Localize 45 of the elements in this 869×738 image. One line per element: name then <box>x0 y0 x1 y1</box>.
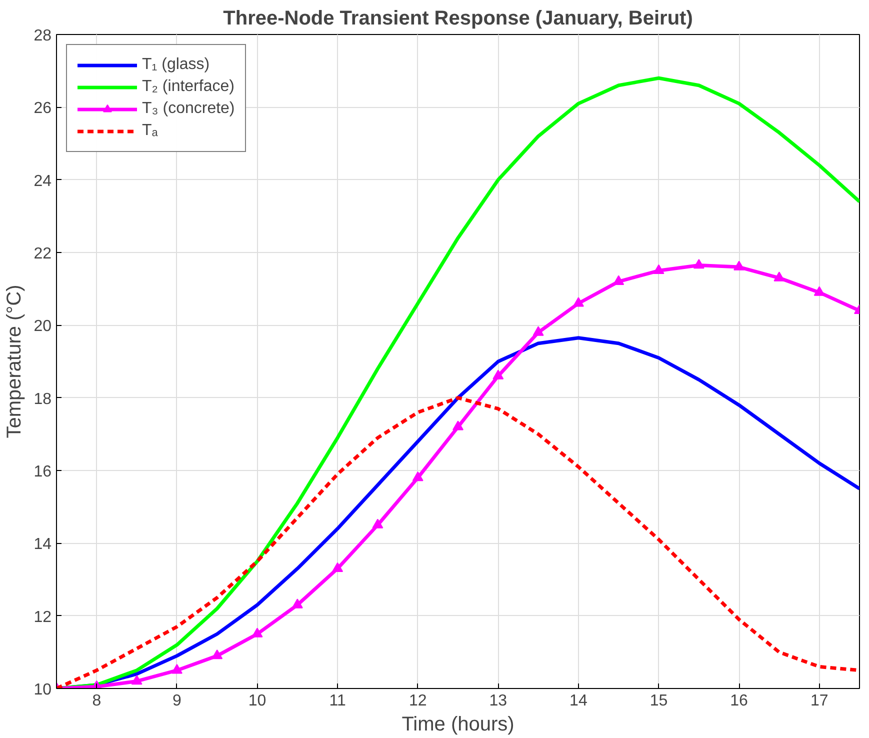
point <box>131 674 142 685</box>
x-tick-label: 9 <box>172 692 182 710</box>
y-tick-label: 18 <box>34 390 52 408</box>
x-tick-label: 8 <box>92 692 102 710</box>
legend-label: T₂ (interface) <box>142 78 234 96</box>
legend-label: T₁ (glass) <box>142 56 210 74</box>
point <box>292 598 303 608</box>
point <box>734 260 745 270</box>
point <box>532 326 544 336</box>
point <box>212 650 223 660</box>
point <box>693 258 704 269</box>
x-tick-label: 12 <box>408 692 427 710</box>
x-tick-label: 14 <box>570 692 588 710</box>
x-tick-label: 10 <box>248 692 266 710</box>
y-tick-label: 28 <box>34 28 52 44</box>
x-tick-label: 17 <box>810 692 828 710</box>
y-tick-label: 14 <box>34 536 52 554</box>
point <box>452 420 464 430</box>
x-tick-label: 13 <box>489 692 508 710</box>
x-tick-label: 16 <box>730 692 748 710</box>
x-tick-label: 11 <box>329 692 346 710</box>
point <box>572 297 584 307</box>
point <box>412 471 424 482</box>
point <box>613 275 624 285</box>
x-axis-title: Time (hours) <box>402 714 514 736</box>
y-tick-label: 24 <box>34 172 52 190</box>
y-tick-label: 16 <box>34 464 52 480</box>
y-tick-label: 12 <box>34 608 52 626</box>
legend-label: T₃ (concrete) <box>142 100 235 118</box>
point <box>774 272 785 282</box>
point <box>171 664 182 674</box>
y-tick-label: 22 <box>34 246 52 262</box>
y-tick-label: 26 <box>34 100 52 118</box>
point <box>814 286 825 296</box>
point <box>252 628 263 638</box>
chart-title: Three-Node Transient Response (January, Beirut) <box>223 8 693 30</box>
point <box>653 264 664 274</box>
y-tick-label: 20 <box>34 318 52 336</box>
y-tick-label: 10 <box>34 682 52 698</box>
point <box>372 518 384 528</box>
point <box>492 370 504 380</box>
y-axis-title: Temperature (°C) <box>4 284 26 438</box>
x-tick-label: 15 <box>650 692 668 710</box>
point <box>332 562 344 572</box>
legend-label: Tₐ <box>142 122 159 140</box>
